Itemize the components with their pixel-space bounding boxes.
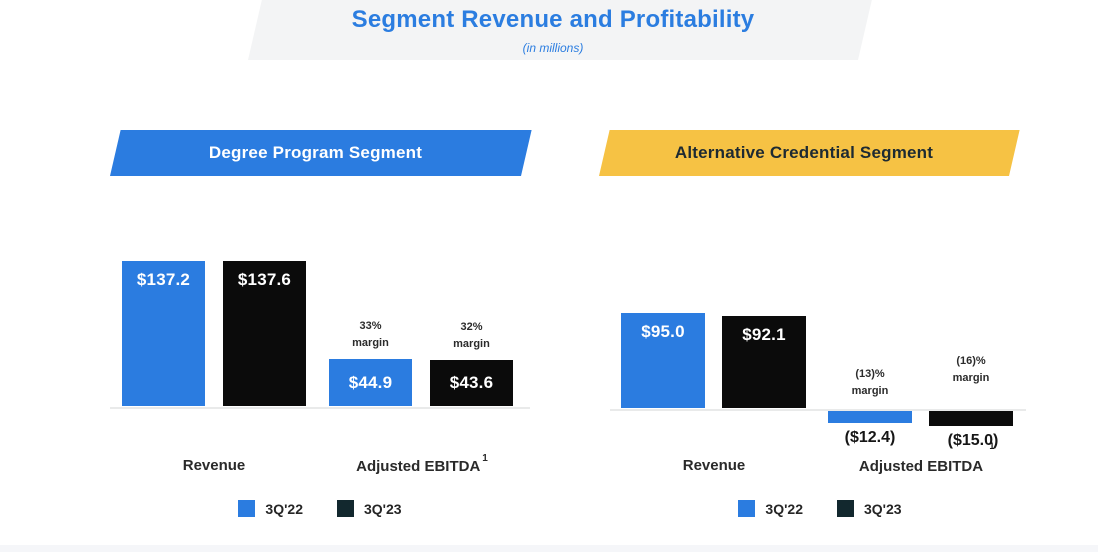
bar-adjusted-ebitda-3q-22: $44.9	[329, 359, 412, 406]
title-block: Segment Revenue and Profitability (in mi…	[248, 6, 858, 55]
legend-item-3q22: 3Q'22	[238, 500, 303, 517]
bar-value-label: ($12.4)	[844, 429, 896, 446]
page-subtitle: (in millions)	[522, 41, 584, 55]
legend-swatch-dark	[337, 500, 354, 517]
bar-value-label: $44.9	[348, 372, 393, 392]
legend-swatch-blue	[238, 500, 256, 517]
bar-adjusted-ebitda-3q-22	[828, 411, 912, 423]
page-title: Segment Revenue and Profitability	[351, 6, 755, 33]
axis-label-text: Revenue	[182, 457, 246, 474]
alt-header-title: Alternative Credential Segment	[674, 143, 934, 162]
baseline-axis	[110, 407, 530, 409]
axis-label-text: Adjusted EBITDA	[356, 458, 481, 475]
alternative-credential-panel: Alternative Credential Segment $95.0 $92.…	[599, 128, 1030, 538]
degree-chart-area: $137.2 $137.6 $44.9 33% margin $43.6 32% margin	[110, 230, 530, 460]
bar-revenue-3q-23: $137.6	[223, 261, 306, 406]
degree-program-panel: Degree Program Segment $137.2 $137.6 $44.9…	[110, 128, 532, 538]
margin-label: (13)% margin	[851, 368, 889, 397]
margin-label: (16)% margin	[952, 355, 990, 384]
bar-revenue-3q-22: $95.0	[621, 313, 705, 408]
legend-item-3q22: 3Q'22	[738, 500, 803, 517]
legend-label: 3Q'22	[765, 500, 803, 517]
bottom-strip	[0, 545, 1098, 552]
bar-value-label: ($15.0)1	[947, 432, 999, 452]
bar-value-label: $137.2	[136, 270, 191, 289]
alt-legend: 3Q'22 3Q'23	[610, 500, 1030, 517]
margin-label: 33% margin	[352, 320, 389, 349]
degree-header-title: Degree Program Segment	[208, 143, 423, 162]
bar-adjusted-ebitda-3q-23: $43.6	[430, 360, 513, 406]
bar-revenue-3q-22: $137.2	[122, 261, 205, 406]
baseline-axis	[610, 409, 1026, 411]
margin-label: 32% margin	[453, 321, 490, 350]
legend-label: 3Q'22	[265, 500, 303, 517]
alt-chart-area: $95.0 $92.1 ($12.4) (13)% margin ($15.0)1 (16)…	[610, 230, 1030, 460]
legend-swatch-dark	[837, 500, 854, 517]
axis-label-text: Revenue	[682, 457, 746, 474]
legend-label: 3Q'23	[864, 500, 902, 517]
bar-value-label: $92.1	[742, 325, 786, 344]
bar-value-label: $137.6	[237, 270, 292, 289]
axis-label-text: Adjusted EBITDA	[858, 458, 984, 475]
bar-value-label: $95.0	[641, 322, 685, 341]
legend-item-3q23: 3Q'23	[337, 500, 402, 517]
footnote-marker: 1	[482, 453, 488, 464]
footnote-marker: 1	[989, 441, 995, 452]
degree-legend: 3Q'22 3Q'23	[110, 500, 530, 517]
bar-value-label: $43.6	[449, 373, 494, 392]
legend-item-3q23: 3Q'23	[837, 500, 902, 517]
degree-revenue-axis-label: Revenue	[183, 457, 246, 474]
legend-label: 3Q'23	[364, 500, 402, 517]
degree-ebitda-axis-label: Adjusted EBITDA 1	[356, 453, 488, 475]
bar-adjusted-ebitda-3q-23	[929, 411, 1013, 426]
alt-revenue-axis-label: Revenue	[683, 457, 746, 474]
legend-swatch-blue	[738, 500, 756, 517]
bar-revenue-3q-23: $92.1	[722, 316, 806, 408]
alt-ebitda-axis-label: Adjusted EBITDA	[859, 457, 983, 475]
